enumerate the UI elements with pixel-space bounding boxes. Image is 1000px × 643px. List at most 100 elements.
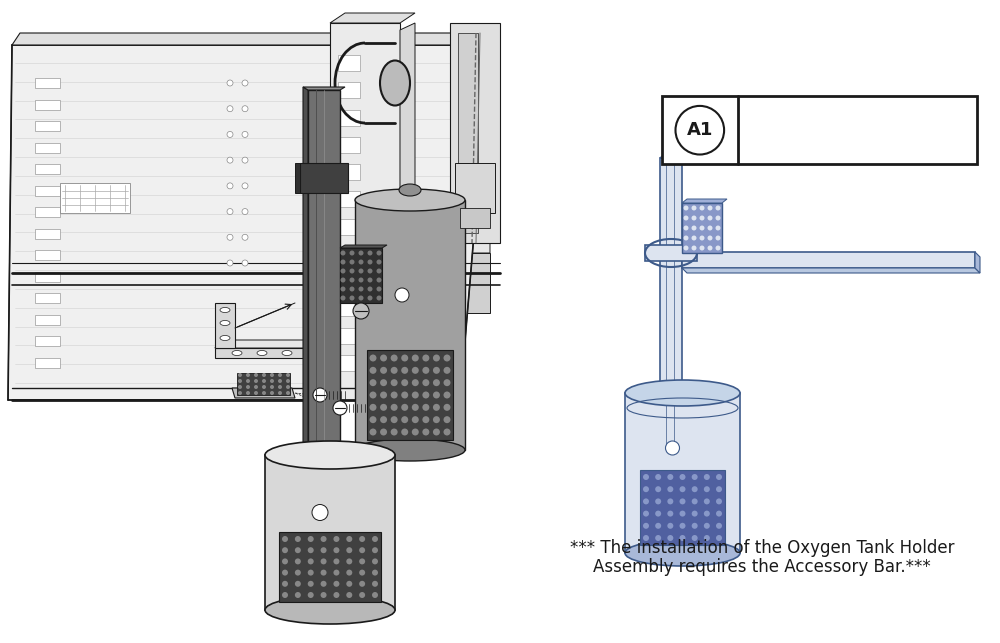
Bar (460, 208, 490, 228)
Circle shape (716, 535, 722, 541)
Circle shape (376, 251, 382, 255)
Circle shape (684, 226, 688, 230)
Circle shape (708, 246, 712, 251)
Polygon shape (35, 229, 60, 239)
Circle shape (350, 296, 354, 300)
Circle shape (359, 570, 365, 575)
Polygon shape (338, 192, 360, 207)
Circle shape (391, 416, 398, 423)
Circle shape (376, 278, 382, 282)
Circle shape (238, 391, 242, 395)
Circle shape (358, 278, 364, 282)
Bar (355, 200, 465, 450)
Circle shape (680, 523, 686, 529)
Ellipse shape (380, 60, 410, 105)
Circle shape (422, 404, 429, 411)
Bar (625, 393, 740, 553)
Circle shape (401, 379, 408, 386)
Circle shape (716, 235, 720, 240)
Circle shape (295, 581, 301, 587)
Polygon shape (338, 328, 360, 344)
Circle shape (333, 570, 339, 575)
Circle shape (313, 388, 327, 402)
Circle shape (333, 558, 339, 565)
Circle shape (391, 392, 398, 399)
Circle shape (667, 523, 673, 529)
Ellipse shape (399, 184, 421, 196)
Circle shape (227, 105, 233, 112)
Polygon shape (25, 253, 490, 313)
Circle shape (346, 581, 352, 587)
Circle shape (376, 287, 382, 291)
Circle shape (655, 498, 661, 504)
Ellipse shape (257, 350, 267, 356)
Circle shape (242, 260, 248, 266)
Circle shape (321, 581, 327, 587)
Circle shape (368, 269, 372, 273)
Circle shape (433, 379, 440, 386)
Circle shape (692, 523, 698, 529)
Circle shape (308, 536, 314, 542)
Circle shape (700, 206, 704, 210)
Circle shape (716, 226, 720, 230)
Circle shape (422, 416, 429, 423)
Circle shape (270, 373, 274, 377)
Circle shape (380, 379, 387, 386)
Circle shape (372, 581, 378, 587)
Circle shape (655, 474, 661, 480)
Bar (237, 373, 290, 395)
Polygon shape (338, 355, 360, 371)
Circle shape (353, 303, 369, 319)
Circle shape (350, 251, 354, 255)
Circle shape (692, 511, 698, 516)
Bar (265, 455, 395, 610)
Circle shape (370, 416, 376, 423)
Circle shape (242, 157, 248, 163)
Circle shape (370, 428, 376, 435)
Circle shape (704, 523, 710, 529)
Bar (682, 252, 975, 268)
Circle shape (346, 547, 352, 553)
Circle shape (372, 570, 378, 575)
Circle shape (684, 235, 688, 240)
Circle shape (359, 547, 365, 553)
Polygon shape (660, 153, 687, 158)
Circle shape (295, 547, 301, 553)
Polygon shape (35, 272, 60, 282)
Ellipse shape (265, 596, 395, 624)
Circle shape (401, 392, 408, 399)
Circle shape (242, 131, 248, 138)
Circle shape (246, 385, 250, 389)
Text: A1: A1 (687, 122, 713, 139)
Circle shape (308, 581, 314, 587)
Circle shape (716, 523, 722, 529)
Circle shape (380, 404, 387, 411)
Circle shape (433, 367, 440, 374)
Polygon shape (35, 121, 60, 131)
Circle shape (340, 296, 346, 300)
Circle shape (692, 486, 698, 492)
Circle shape (704, 474, 710, 480)
Polygon shape (338, 246, 360, 262)
Polygon shape (12, 33, 498, 45)
Circle shape (692, 474, 698, 480)
Circle shape (643, 486, 649, 492)
Circle shape (368, 296, 372, 300)
Circle shape (412, 428, 419, 435)
Circle shape (433, 428, 440, 435)
Circle shape (333, 592, 339, 598)
Circle shape (376, 269, 382, 273)
Polygon shape (215, 348, 315, 358)
Circle shape (422, 392, 429, 399)
Circle shape (227, 183, 233, 189)
Circle shape (401, 416, 408, 423)
Circle shape (716, 206, 720, 210)
Circle shape (242, 208, 248, 215)
Circle shape (308, 547, 314, 553)
Ellipse shape (220, 320, 230, 325)
Polygon shape (338, 164, 360, 180)
Circle shape (238, 379, 242, 383)
Circle shape (692, 235, 696, 240)
Circle shape (716, 474, 722, 480)
Circle shape (412, 416, 419, 423)
